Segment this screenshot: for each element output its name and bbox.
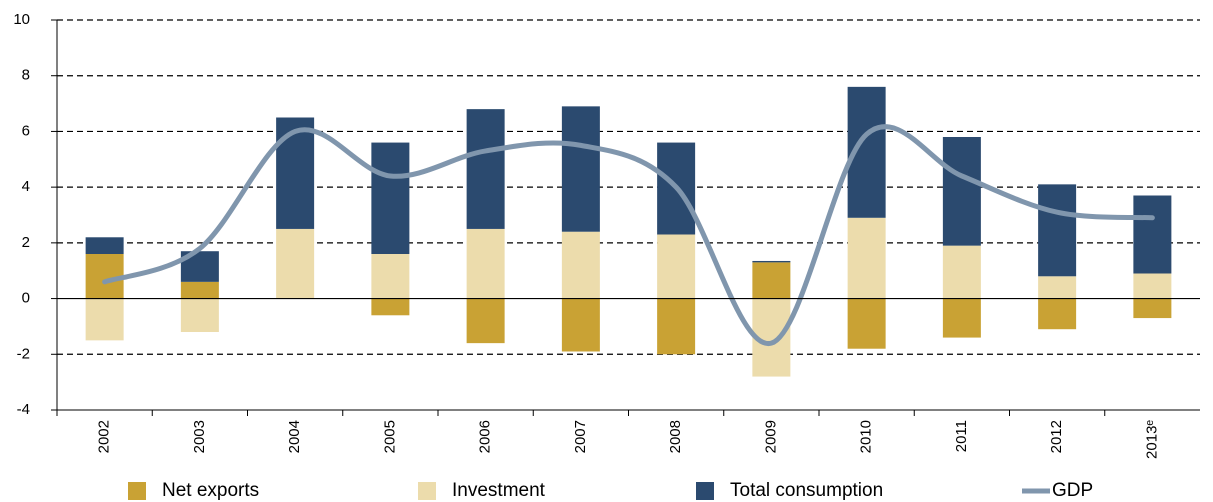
x-tick-label: 2008	[667, 420, 684, 453]
legend-label: Total consumption	[730, 480, 883, 501]
line	[102, 124, 1155, 346]
bar	[276, 228, 315, 299]
x-tick-label: 2005	[381, 420, 398, 453]
bar	[85, 237, 124, 254]
bar	[180, 298, 219, 332]
x-tick-label: 2013ᵉ	[1143, 420, 1160, 459]
bar	[276, 117, 315, 229]
bar	[371, 298, 410, 316]
y-tick-label: 8	[22, 67, 30, 84]
y-tick-label: 6	[22, 122, 30, 139]
bar	[657, 298, 696, 355]
bar	[561, 106, 600, 232]
bar	[561, 231, 600, 299]
bar	[1133, 195, 1172, 274]
bar	[1038, 298, 1077, 330]
bar	[942, 137, 981, 246]
y-tick-label: -2	[17, 345, 30, 362]
legend-label: Investment	[452, 480, 546, 501]
bar	[752, 262, 791, 299]
bar	[942, 245, 981, 299]
bar	[371, 254, 410, 299]
bar	[1038, 184, 1077, 277]
legend-marker	[696, 482, 714, 500]
x-tick-label: 2011	[953, 420, 970, 452]
bar	[847, 298, 886, 349]
bar	[1133, 298, 1172, 319]
bar	[371, 142, 410, 254]
x-tick-label: 2002	[96, 420, 113, 453]
bar	[1038, 276, 1077, 299]
legend-marker	[418, 482, 436, 500]
bar	[466, 298, 505, 344]
legend-marker	[128, 482, 146, 500]
x-tick-label: 2012	[1048, 420, 1065, 453]
y-tick-label: 0	[22, 290, 30, 307]
bar	[85, 298, 124, 341]
legend-label: Net exports	[162, 480, 259, 501]
bar	[561, 298, 600, 352]
bar	[466, 109, 505, 229]
bar	[752, 260, 791, 263]
x-tick-label: 2003	[191, 420, 208, 453]
x-tick-label: 2009	[762, 420, 779, 453]
bar	[942, 298, 981, 338]
y-tick-label: -4	[17, 401, 30, 418]
legend-label: GDP	[1052, 480, 1093, 501]
x-tick-label: 2007	[572, 420, 589, 453]
x-tick-label: 2004	[286, 420, 303, 453]
bar	[1133, 273, 1172, 299]
bar	[180, 281, 219, 299]
y-tick-label: 4	[22, 178, 30, 195]
y-tick-label: 10	[13, 11, 30, 28]
bar	[847, 217, 886, 299]
y-tick-label: 2	[22, 234, 30, 251]
x-tick-label: 2006	[477, 420, 494, 453]
bar	[466, 228, 505, 299]
x-tick-label: 2010	[858, 420, 875, 453]
bar	[657, 234, 696, 299]
